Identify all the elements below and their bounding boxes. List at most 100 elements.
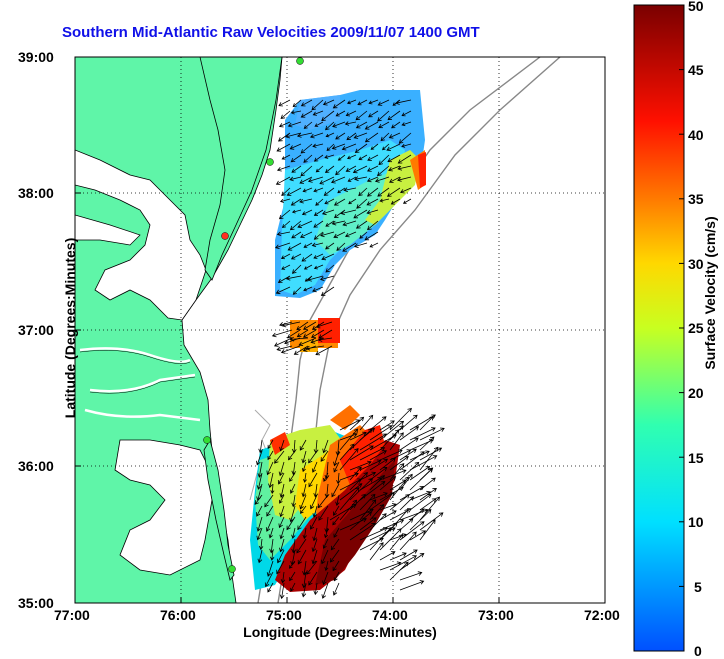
velocity-arrow bbox=[347, 176, 357, 182]
velocity-arrow bbox=[358, 187, 368, 197]
velocity-arrow bbox=[369, 542, 384, 561]
velocity-arrow bbox=[377, 187, 390, 197]
velocity-arrow bbox=[276, 345, 293, 352]
velocity-arrow bbox=[391, 121, 401, 129]
velocity-arrow bbox=[322, 439, 329, 454]
velocity-arrow bbox=[378, 121, 390, 129]
velocity-arrow bbox=[325, 220, 335, 227]
velocity-arrow bbox=[349, 445, 374, 461]
velocity-arrow bbox=[378, 154, 390, 166]
velocity-arrow bbox=[399, 426, 420, 441]
velocity-arrow bbox=[401, 143, 412, 148]
velocity-arrow bbox=[329, 549, 340, 563]
x-tick-label: 77:00 bbox=[54, 607, 90, 623]
velocity-arrow bbox=[358, 154, 368, 161]
velocity-arrow bbox=[386, 187, 401, 197]
velocity-arrow bbox=[388, 132, 401, 139]
velocity-arrow bbox=[369, 492, 395, 511]
velocity-arrow bbox=[346, 154, 357, 160]
velocity-arrow bbox=[279, 505, 285, 518]
velocity-arrow bbox=[402, 198, 412, 204]
velocity-arrow bbox=[335, 494, 340, 506]
velocity-arrow bbox=[336, 472, 341, 485]
velocity-arrow bbox=[386, 143, 401, 151]
velocity-arrow bbox=[387, 110, 401, 121]
velocity-arrow bbox=[291, 209, 302, 214]
velocity-arrow bbox=[349, 431, 367, 441]
velocity-arrow bbox=[315, 198, 324, 206]
velocity-arrow bbox=[324, 154, 335, 159]
velocity-arrow bbox=[324, 165, 335, 173]
velocity-arrow bbox=[256, 516, 263, 532]
velocity-arrow bbox=[369, 458, 389, 471]
velocity-arrow bbox=[319, 275, 335, 282]
velocity-arrow bbox=[345, 165, 357, 172]
velocity-arrow bbox=[321, 582, 329, 599]
velocity-arrow bbox=[318, 505, 329, 521]
velocity-arrow bbox=[312, 110, 324, 116]
velocity-arrow bbox=[397, 176, 412, 182]
velocity-arrow bbox=[325, 264, 335, 273]
velocity-arrow bbox=[256, 450, 263, 466]
velocity-arrow bbox=[409, 508, 425, 521]
velocity-arrow bbox=[277, 549, 285, 564]
velocity-arrow bbox=[366, 198, 379, 206]
velocity-arrow bbox=[276, 560, 285, 575]
velocity-arrow bbox=[279, 494, 285, 504]
velocity-arrow bbox=[289, 505, 296, 523]
velocity-arrow bbox=[315, 321, 333, 329]
velocity-arrow bbox=[311, 538, 318, 553]
velocity-arrow bbox=[291, 461, 297, 476]
colorbar-tick-label: 20 bbox=[688, 385, 704, 401]
velocity-arrow bbox=[379, 551, 396, 561]
velocity-arrow bbox=[312, 143, 324, 148]
colorbar-tick-label: 15 bbox=[688, 450, 704, 466]
velocity-arrow bbox=[333, 461, 340, 473]
velocity-arrow bbox=[287, 121, 302, 128]
velocity-arrow bbox=[346, 132, 357, 141]
velocity-arrow bbox=[267, 439, 274, 449]
velocity-arrow bbox=[265, 516, 274, 532]
velocity-arrow bbox=[332, 99, 346, 109]
velocity-arrow bbox=[409, 414, 436, 431]
velocity-arrow bbox=[344, 121, 357, 126]
velocity-arrow bbox=[273, 337, 293, 347]
velocity-arrow bbox=[278, 121, 291, 128]
velocity-arrow bbox=[256, 505, 263, 517]
velocity-arrow bbox=[301, 253, 313, 262]
velocity-arrow bbox=[369, 513, 387, 531]
velocity-arrow bbox=[331, 220, 346, 226]
velocity-arrow bbox=[377, 110, 390, 122]
colorbar-tick-label: 50 bbox=[688, 0, 704, 14]
velocity-arrow bbox=[266, 560, 274, 577]
velocity-arrow bbox=[369, 475, 385, 491]
velocity-arrow bbox=[389, 555, 417, 571]
velocity-arrow bbox=[314, 121, 324, 127]
velocity-arrow bbox=[289, 220, 302, 231]
velocity-arrow bbox=[320, 450, 329, 462]
velocity-arrow bbox=[409, 466, 431, 481]
velocity-arrow bbox=[303, 286, 313, 292]
velocity-arrow bbox=[340, 209, 357, 216]
velocity-arrow bbox=[409, 455, 438, 471]
velocity-arrow bbox=[339, 448, 359, 471]
x-tick-label: 75:00 bbox=[266, 607, 302, 623]
velocity-arrow bbox=[359, 459, 382, 471]
velocity-arrow bbox=[278, 209, 291, 220]
velocity-arrow bbox=[281, 321, 301, 328]
y-tick-label: 39:00 bbox=[18, 49, 54, 65]
velocity-arrow bbox=[268, 472, 274, 489]
velocity-arrow bbox=[419, 436, 435, 451]
velocity-arrow bbox=[348, 198, 357, 205]
velocity-arrow bbox=[313, 253, 324, 259]
velocity-arrow bbox=[355, 220, 368, 229]
velocity-arrow bbox=[326, 143, 335, 152]
velocity-arrow bbox=[366, 209, 379, 215]
velocity-arrow bbox=[275, 286, 291, 295]
colorbar-tick-label: 0 bbox=[694, 643, 702, 659]
velocity-arrow bbox=[345, 110, 357, 117]
velocity-arrow bbox=[313, 264, 324, 270]
velocity-arrow bbox=[303, 121, 313, 129]
velocity-arrow bbox=[311, 329, 325, 338]
